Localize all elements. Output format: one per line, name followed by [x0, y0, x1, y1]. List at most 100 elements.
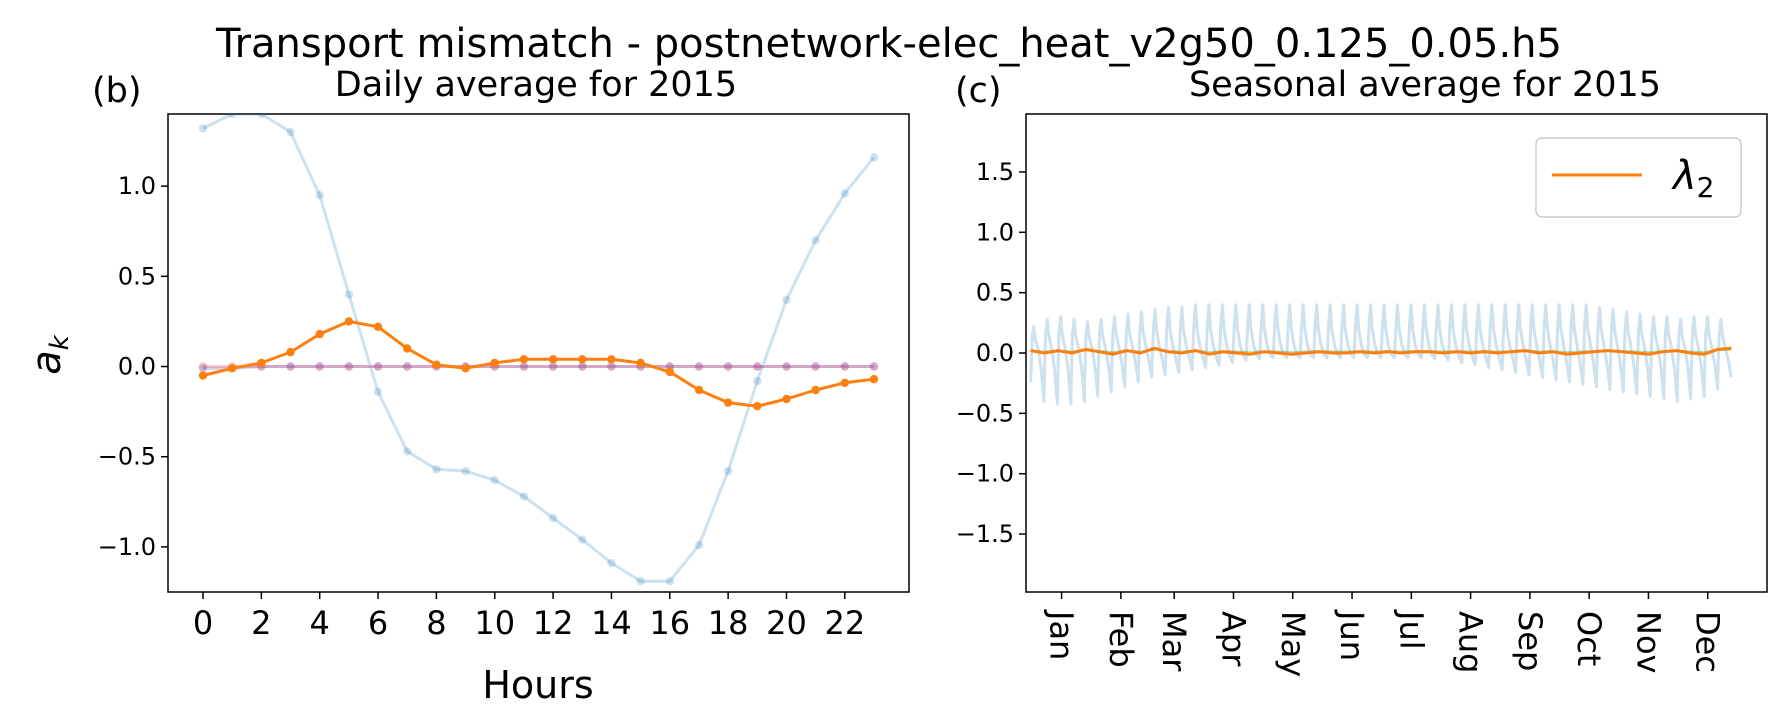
panel-b-series-purple-point	[548, 362, 558, 371]
panel-b-y-axis-label-main: a	[24, 350, 70, 375]
panel-b-plot: 1.0 0.5 0.0 −0.5 −1.0 0 2 4 6 8 10 12 14 16 18 20 22	[98, 113, 910, 642]
panel-b-series-purple-point	[607, 362, 616, 371]
panel-c-title: Seasonal average for 2015	[1189, 65, 1661, 105]
panel-b-title: Daily average for 2015	[335, 65, 737, 105]
panel-b-series-blue-point	[636, 577, 645, 586]
panel-b-series-purple-point	[869, 362, 879, 371]
panel-b-series-red-point	[811, 362, 820, 371]
panel-b-series-orange-point	[228, 364, 237, 373]
panel-c-y-tick-label: 1.5	[976, 158, 1014, 186]
panel-c-x-tick-label: Nov	[1629, 611, 1667, 673]
panel-b-series-orange-point	[869, 375, 879, 384]
panel-b-series-blue-point	[607, 558, 616, 568]
panel-b-series-blue-point	[811, 236, 820, 245]
panel-c-x-tick-label: Sep	[1511, 611, 1549, 671]
panel-b-series-orange-point	[665, 367, 674, 377]
panel-b-series-purple-point	[782, 362, 791, 371]
panel-b-series-blue-point	[869, 153, 879, 162]
panel-c-x-tick-label: Aug	[1452, 611, 1490, 673]
panel-b-series-purple-point	[811, 362, 820, 371]
panel-b-series-blue-point	[519, 492, 529, 501]
panel-b-series-blue-point	[461, 466, 470, 476]
panel-b-series-purple-point	[694, 362, 704, 371]
panel-c-x-tick-label: May	[1274, 611, 1312, 677]
panel-b-series-blue-point	[782, 295, 791, 304]
panel-c-x-tick-label: Oct	[1570, 611, 1608, 666]
panel-b-y-axis-label: ak	[24, 334, 75, 375]
panel-b-x-axis-label: Hours	[482, 663, 593, 707]
panel-b-series-blue-line	[202, 114, 876, 583]
panel-b-y-tick-label: 0.5	[118, 262, 156, 290]
panel-b-series-orange-point	[461, 364, 470, 373]
panel-b-series-orange-point	[753, 402, 762, 411]
panel-c-x-ticks: Jan Feb Mar Apr May Jun Jul Aug Sep Oct Nov Dec	[1043, 592, 1727, 677]
panel-b-series-blue-point	[257, 114, 266, 119]
panel-b-series-orange-point	[286, 347, 295, 357]
panel-b-x-tick-label: 12	[533, 604, 574, 642]
panel-b-x-tick-label: 20	[766, 604, 807, 642]
panel-c-y-tick-label: 1.0	[976, 218, 1014, 246]
panel-b-series-orange-point	[315, 329, 324, 339]
panel-b-series-purple-point	[578, 362, 587, 371]
panel-b-series-red-point	[840, 362, 849, 371]
panel-c-x-tick-label: Apr	[1215, 611, 1253, 667]
panel-b-series-orange-point	[373, 322, 383, 331]
panel-c-plot: 1.5 1.0 0.5 0.0 −0.5 −1.0 −1.5 Jan Feb Mar Apr May…	[956, 113, 1768, 677]
panel-b-series-red-point	[286, 362, 295, 371]
panel-b-series	[198, 114, 879, 586]
panel-b-series-red-point	[782, 362, 791, 371]
panel-b-series-orange-point	[636, 358, 645, 368]
panel-c-legend-label-main: λ	[1671, 153, 1697, 199]
panel-b-series-red-point	[373, 362, 383, 371]
panel-b-series-purple-point	[315, 362, 324, 371]
panel-b-series-blue-point	[723, 466, 733, 476]
panel-b-series-orange-line	[202, 319, 875, 408]
panel-c-legend: λ2	[1535, 137, 1742, 218]
panel-b-series-orange-point	[344, 317, 354, 326]
panel-b-y-tick-label: −1.0	[98, 533, 156, 561]
panel-b-series-purple-point	[840, 362, 849, 371]
panel-c-y-tick-label: −1.0	[956, 460, 1014, 488]
panel-b-series-purple-point	[198, 364, 208, 373]
panel-b-series-red-point	[315, 362, 324, 371]
figure-title: Transport mismatch - postnetwork-elec_he…	[215, 21, 1562, 67]
panel-c-x-tick-label: Mar	[1155, 611, 1193, 672]
panel-b-series-purple-point	[286, 362, 295, 371]
panel-b-series-red-point	[519, 362, 529, 371]
panel-b-series-purple-point	[519, 362, 529, 371]
panel-b-x-tick-label: 8	[426, 604, 446, 642]
panel-b-x-tick-label: 14	[591, 604, 632, 642]
panel-b-series-blue-point	[578, 535, 587, 544]
panel-b-series-blue-point	[373, 387, 383, 396]
panel-b-series-orange-point	[432, 360, 441, 369]
panel-b-series-blue-point	[753, 376, 762, 386]
panel-b-series-blue-point	[286, 127, 295, 137]
panel-b-series-purple-point	[403, 362, 412, 371]
panel-b-x-tick-label: 2	[251, 604, 271, 642]
panel-b-series-blue-point	[840, 189, 849, 198]
panel-b-x-tick-label: 22	[824, 604, 865, 642]
panel-b-series-orange-point	[519, 355, 529, 364]
panel-b-y-tick-label: −0.5	[98, 443, 156, 471]
panel-b-series-red-point	[548, 362, 558, 371]
panel-b-x-tick-label: 10	[474, 604, 515, 642]
panel-b-series-purple-point	[723, 362, 733, 371]
panel-b-series-orange-point	[723, 398, 733, 407]
panel-b-series-red-point	[198, 362, 208, 371]
panel-b-series-orange-point	[548, 355, 558, 364]
panel-b-series-orange-point	[694, 385, 704, 395]
panel-c-x-tick-label: Dec	[1689, 611, 1727, 673]
panel-b-series-orange-point	[811, 385, 820, 395]
panel-b-series-red-point	[578, 362, 587, 371]
panel-b-series-red-point	[694, 362, 704, 371]
panel-b-series-blue-point	[432, 465, 441, 474]
panel-b-series-blue-point	[665, 577, 674, 586]
panel-b-series-orange-point	[578, 355, 587, 364]
panel-c-y-ticks: 1.5 1.0 0.5 0.0 −0.5 −1.0 −1.5	[956, 158, 1026, 548]
panel-b-x-tick-label: 0	[193, 604, 213, 642]
panel-c-legend-box	[1535, 137, 1742, 218]
panel-b-series-red-point	[869, 362, 879, 371]
panel-c-legend-label: λ2	[1671, 153, 1715, 204]
panel-b-axes-frame	[167, 113, 910, 593]
panel-b-series-red-point	[723, 362, 733, 371]
